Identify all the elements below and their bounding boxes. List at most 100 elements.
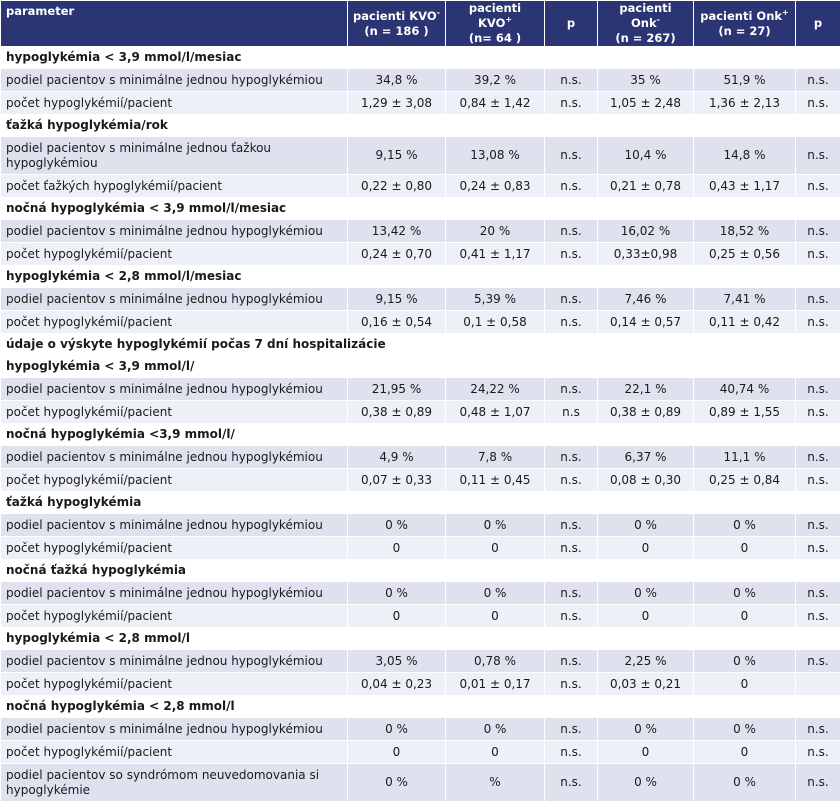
cell-kvo-minus: 0,16 ± 0,54 — [348, 311, 446, 334]
cell-kvo-minus: 0,22 ± 0,80 — [348, 175, 446, 198]
cell-p-kvo: n.s. — [545, 137, 598, 175]
section-title: hypoglykémia < 2,8 mmol/l — [1, 628, 840, 650]
cell-onk-minus: 7,46 % — [598, 288, 694, 311]
table-row: podiel pacientov s minimálne jednou hypo… — [1, 718, 840, 741]
cell-p-kvo: n.s. — [545, 288, 598, 311]
table-row: podiel pacientov s minimálne jednou ťažk… — [1, 137, 840, 175]
cell-p-kvo: n.s. — [545, 673, 598, 696]
cell-p-kvo: n.s. — [545, 718, 598, 741]
table-row: podiel pacientov s minimálne jednou hypo… — [1, 378, 840, 401]
row-label: podiel pacientov s minimálne jednou hypo… — [1, 378, 348, 401]
cell-p-kvo: n.s. — [545, 69, 598, 92]
row-label: počet hypoglykémií/pacient — [1, 605, 348, 628]
cell-p-onk: n.s. — [796, 311, 840, 334]
cell-p-onk: n.s. — [796, 401, 840, 424]
cell-p-kvo: n.s. — [545, 514, 598, 537]
cell-onk-plus: 0,43 ± 1,17 — [694, 175, 796, 198]
cell-kvo-minus: 0,07 ± 0,33 — [348, 469, 446, 492]
cell-kvo-plus: 0 % — [446, 514, 545, 537]
cell-kvo-plus: 0,41 ± 1,17 — [446, 243, 545, 266]
cell-p-onk — [796, 673, 840, 696]
row-label: podiel pacientov s minimálne jednou hypo… — [1, 718, 348, 741]
cell-p-onk: n.s. — [796, 718, 840, 741]
cell-kvo-plus: 0 — [446, 605, 545, 628]
row-label: počet hypoglykémií/pacient — [1, 537, 348, 560]
header-onk-minus: pacienti Onk-(n = 267) — [598, 1, 694, 47]
cell-onk-minus: 0 % — [598, 582, 694, 605]
cell-onk-plus: 0,25 ± 0,56 — [694, 243, 796, 266]
cell-kvo-plus: % — [446, 764, 545, 802]
cell-onk-minus: 22,1 % — [598, 378, 694, 401]
cell-onk-plus: 14,8 % — [694, 137, 796, 175]
cell-onk-plus: 0,11 ± 0,42 — [694, 311, 796, 334]
cell-onk-minus: 2,25 % — [598, 650, 694, 673]
cell-kvo-plus: 20 % — [446, 220, 545, 243]
cell-p-onk: n.s. — [796, 537, 840, 560]
cell-onk-plus: 0,89 ± 1,55 — [694, 401, 796, 424]
cell-kvo-minus: 9,15 % — [348, 137, 446, 175]
cell-kvo-minus: 0 % — [348, 514, 446, 537]
table-row: podiel pacientov s minimálne jednou hypo… — [1, 69, 840, 92]
cell-p-onk: n.s. — [796, 764, 840, 802]
cell-p-onk: n.s. — [796, 469, 840, 492]
section-title: ťažká hypoglykémia — [1, 492, 840, 514]
cell-p-onk: n.s. — [796, 650, 840, 673]
cell-onk-minus: 0 % — [598, 764, 694, 802]
cell-p-kvo: n.s. — [545, 92, 598, 115]
section-header-row: hypoglykémia < 3,9 mmol/l/ — [1, 356, 840, 378]
section-header-row: ťažká hypoglykémia/rok — [1, 115, 840, 137]
row-label: podiel pacientov s minimálne jednou hypo… — [1, 220, 348, 243]
cell-kvo-minus: 21,95 % — [348, 378, 446, 401]
cell-onk-minus: 0,14 ± 0,57 — [598, 311, 694, 334]
cell-p-onk: n.s. — [796, 741, 840, 764]
cell-onk-plus: 0 % — [694, 582, 796, 605]
section-header-row: nočná hypoglykémia < 2,8 mmol/l — [1, 696, 840, 718]
section-title: ťažká hypoglykémia/rok — [1, 115, 840, 137]
cell-onk-plus: 0 — [694, 605, 796, 628]
cell-onk-plus: 0 % — [694, 718, 796, 741]
cell-kvo-minus: 4,9 % — [348, 446, 446, 469]
cell-kvo-plus: 7,8 % — [446, 446, 545, 469]
cell-p-kvo: n.s. — [545, 446, 598, 469]
row-label: podiel pacientov s minimálne jednou hypo… — [1, 69, 348, 92]
cell-kvo-plus: 39,2 % — [446, 69, 545, 92]
section-title: hypoglykémia < 3,9 mmol/l/mesiac — [1, 47, 840, 69]
cell-p-kvo: n.s. — [545, 764, 598, 802]
cell-p-kvo: n.s. — [545, 311, 598, 334]
cell-p-kvo: n.s. — [545, 220, 598, 243]
cell-onk-plus: 0 % — [694, 650, 796, 673]
cell-kvo-minus: 1,29 ± 3,08 — [348, 92, 446, 115]
table-row: podiel pacientov s minimálne jednou hypo… — [1, 288, 840, 311]
cell-p-kvo: n.s — [545, 401, 598, 424]
cell-kvo-minus: 0 % — [348, 764, 446, 802]
cell-p-onk: n.s. — [796, 69, 840, 92]
cell-p-kvo: n.s. — [545, 537, 598, 560]
cell-kvo-plus: 0,78 % — [446, 650, 545, 673]
cell-onk-plus: 0 % — [694, 764, 796, 802]
header-kvo-plus: pacienti KVO+(n= 64 ) — [446, 1, 545, 47]
row-label: podiel pacientov s minimálne jednou ťažk… — [1, 137, 348, 175]
cell-kvo-minus: 3,05 % — [348, 650, 446, 673]
row-label: podiel pacientov s minimálne jednou hypo… — [1, 582, 348, 605]
cell-kvo-plus: 24,22 % — [446, 378, 545, 401]
cell-p-kvo: n.s. — [545, 741, 598, 764]
section-header-row: hypoglykémia < 2,8 mmol/l — [1, 628, 840, 650]
section-title: údaje o výskyte hypoglykémií počas 7 dní… — [1, 334, 840, 356]
cell-onk-minus: 35 % — [598, 69, 694, 92]
section-header-row: nočná hypoglykémia <3,9 mmol/l/ — [1, 424, 840, 446]
cell-p-onk: n.s. — [796, 175, 840, 198]
row-label: počet ťažkých hypoglykémií/pacient — [1, 175, 348, 198]
cell-p-kvo: n.s. — [545, 243, 598, 266]
cell-kvo-plus: 0,24 ± 0,83 — [446, 175, 545, 198]
cell-kvo-plus: 0,48 ± 1,07 — [446, 401, 545, 424]
cell-p-kvo: n.s. — [545, 378, 598, 401]
table-row: podiel pacientov s minimálne jednou hypo… — [1, 650, 840, 673]
header-kvo-minus: pacienti KVO-(n = 186 ) — [348, 1, 446, 47]
